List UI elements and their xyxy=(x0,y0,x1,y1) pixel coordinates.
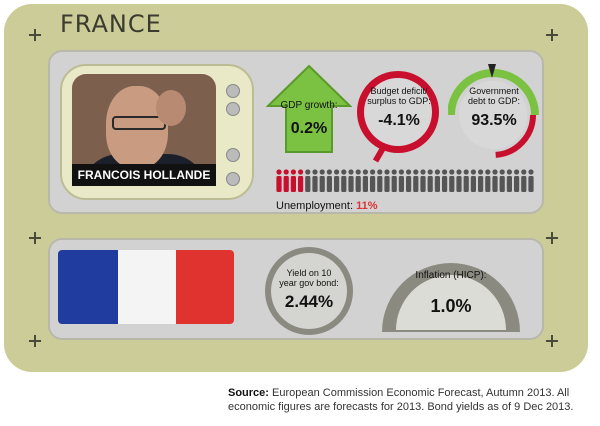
gauge-icon xyxy=(382,263,520,332)
person-icon xyxy=(442,169,448,192)
person-icon xyxy=(427,169,433,192)
person-icon xyxy=(362,169,368,192)
plus-decoration xyxy=(29,335,41,347)
gauge-icon xyxy=(357,71,439,163)
leader-name: FRANCOIS HOLLANDE xyxy=(72,164,216,186)
person-icon xyxy=(326,169,332,192)
unemployment-text: Unemployment: 11% xyxy=(276,200,378,212)
bond-label: Yield on 10 year gov bond: xyxy=(266,268,352,288)
gauge-icon xyxy=(448,64,539,158)
debt-label: Government debt to GDP: xyxy=(452,86,536,106)
person-icon xyxy=(319,169,325,192)
budget-value: -4.1% xyxy=(378,112,420,129)
person-icon xyxy=(370,169,376,192)
person-icon xyxy=(305,169,311,192)
debt-label-line2: debt to GDP: xyxy=(467,96,521,106)
person-icon xyxy=(521,169,527,192)
plus-decoration xyxy=(546,232,558,244)
budget-label-line2: surplus to GDP: xyxy=(367,96,431,106)
up-arrow-icon xyxy=(266,64,352,153)
person-icon xyxy=(514,169,520,192)
person-icon xyxy=(456,169,462,192)
person-icon xyxy=(478,169,484,192)
person-icon xyxy=(334,169,340,192)
tv-knob xyxy=(226,84,240,98)
budget-label-line1: Budget deficit/ xyxy=(370,86,428,96)
person-icon xyxy=(470,169,476,192)
plus-decoration xyxy=(546,335,558,347)
bond-label-line1: Yield on 10 xyxy=(286,268,332,278)
person-icon xyxy=(463,169,469,192)
gdp-growth-value: 0.2% xyxy=(290,120,328,137)
tv-knob xyxy=(226,172,240,186)
person-icon xyxy=(355,169,361,192)
gauge-icon xyxy=(265,247,353,335)
tv-knob xyxy=(226,102,240,116)
source-note: Source: European Commission Economic For… xyxy=(228,386,598,414)
inflation-value: 1.0% xyxy=(430,296,472,316)
person-icon xyxy=(449,169,455,192)
person-icon xyxy=(499,169,505,192)
person-icon xyxy=(398,169,404,192)
unemployment-people xyxy=(276,169,534,192)
debt-value: 93.5% xyxy=(471,112,517,129)
person-icon xyxy=(298,169,304,192)
bond-value: 2.44% xyxy=(284,292,334,311)
person-icon xyxy=(485,169,491,192)
person-icon xyxy=(492,169,498,192)
flag-icon xyxy=(58,250,234,324)
person-icon xyxy=(391,169,397,192)
person-icon xyxy=(312,169,318,192)
source-prefix: Source: xyxy=(228,387,269,399)
unemployment-value: 11% xyxy=(356,200,378,212)
debt-label-line1: Government xyxy=(469,86,519,96)
gdp-growth-label: GDP growth: xyxy=(280,100,338,111)
person-icon xyxy=(420,169,426,192)
person-icon xyxy=(341,169,347,192)
person-icon xyxy=(283,169,289,192)
budget-label: Budget deficit/ surplus to GDP: xyxy=(360,86,438,106)
person-icon xyxy=(276,169,282,192)
hand-shape xyxy=(156,90,186,126)
bond-label-line2: year gov bond: xyxy=(279,278,339,288)
person-icon xyxy=(506,169,512,192)
tv-knob xyxy=(226,148,240,162)
person-icon xyxy=(528,169,534,192)
person-icon xyxy=(348,169,354,192)
country-title: FRANCE xyxy=(60,10,162,38)
plus-decoration xyxy=(29,232,41,244)
unemployment-label: Unemployment: xyxy=(276,200,354,212)
person-icon xyxy=(434,169,440,192)
person-icon xyxy=(290,169,296,192)
inflation-label: Inflation (HICP): xyxy=(415,270,487,281)
plus-decoration xyxy=(29,29,41,41)
person-icon xyxy=(406,169,412,192)
person-icon xyxy=(413,169,419,192)
person-icon xyxy=(384,169,390,192)
source-text: European Commission Economic Forecast, A… xyxy=(228,387,574,413)
person-icon xyxy=(377,169,383,192)
plus-decoration xyxy=(546,29,558,41)
